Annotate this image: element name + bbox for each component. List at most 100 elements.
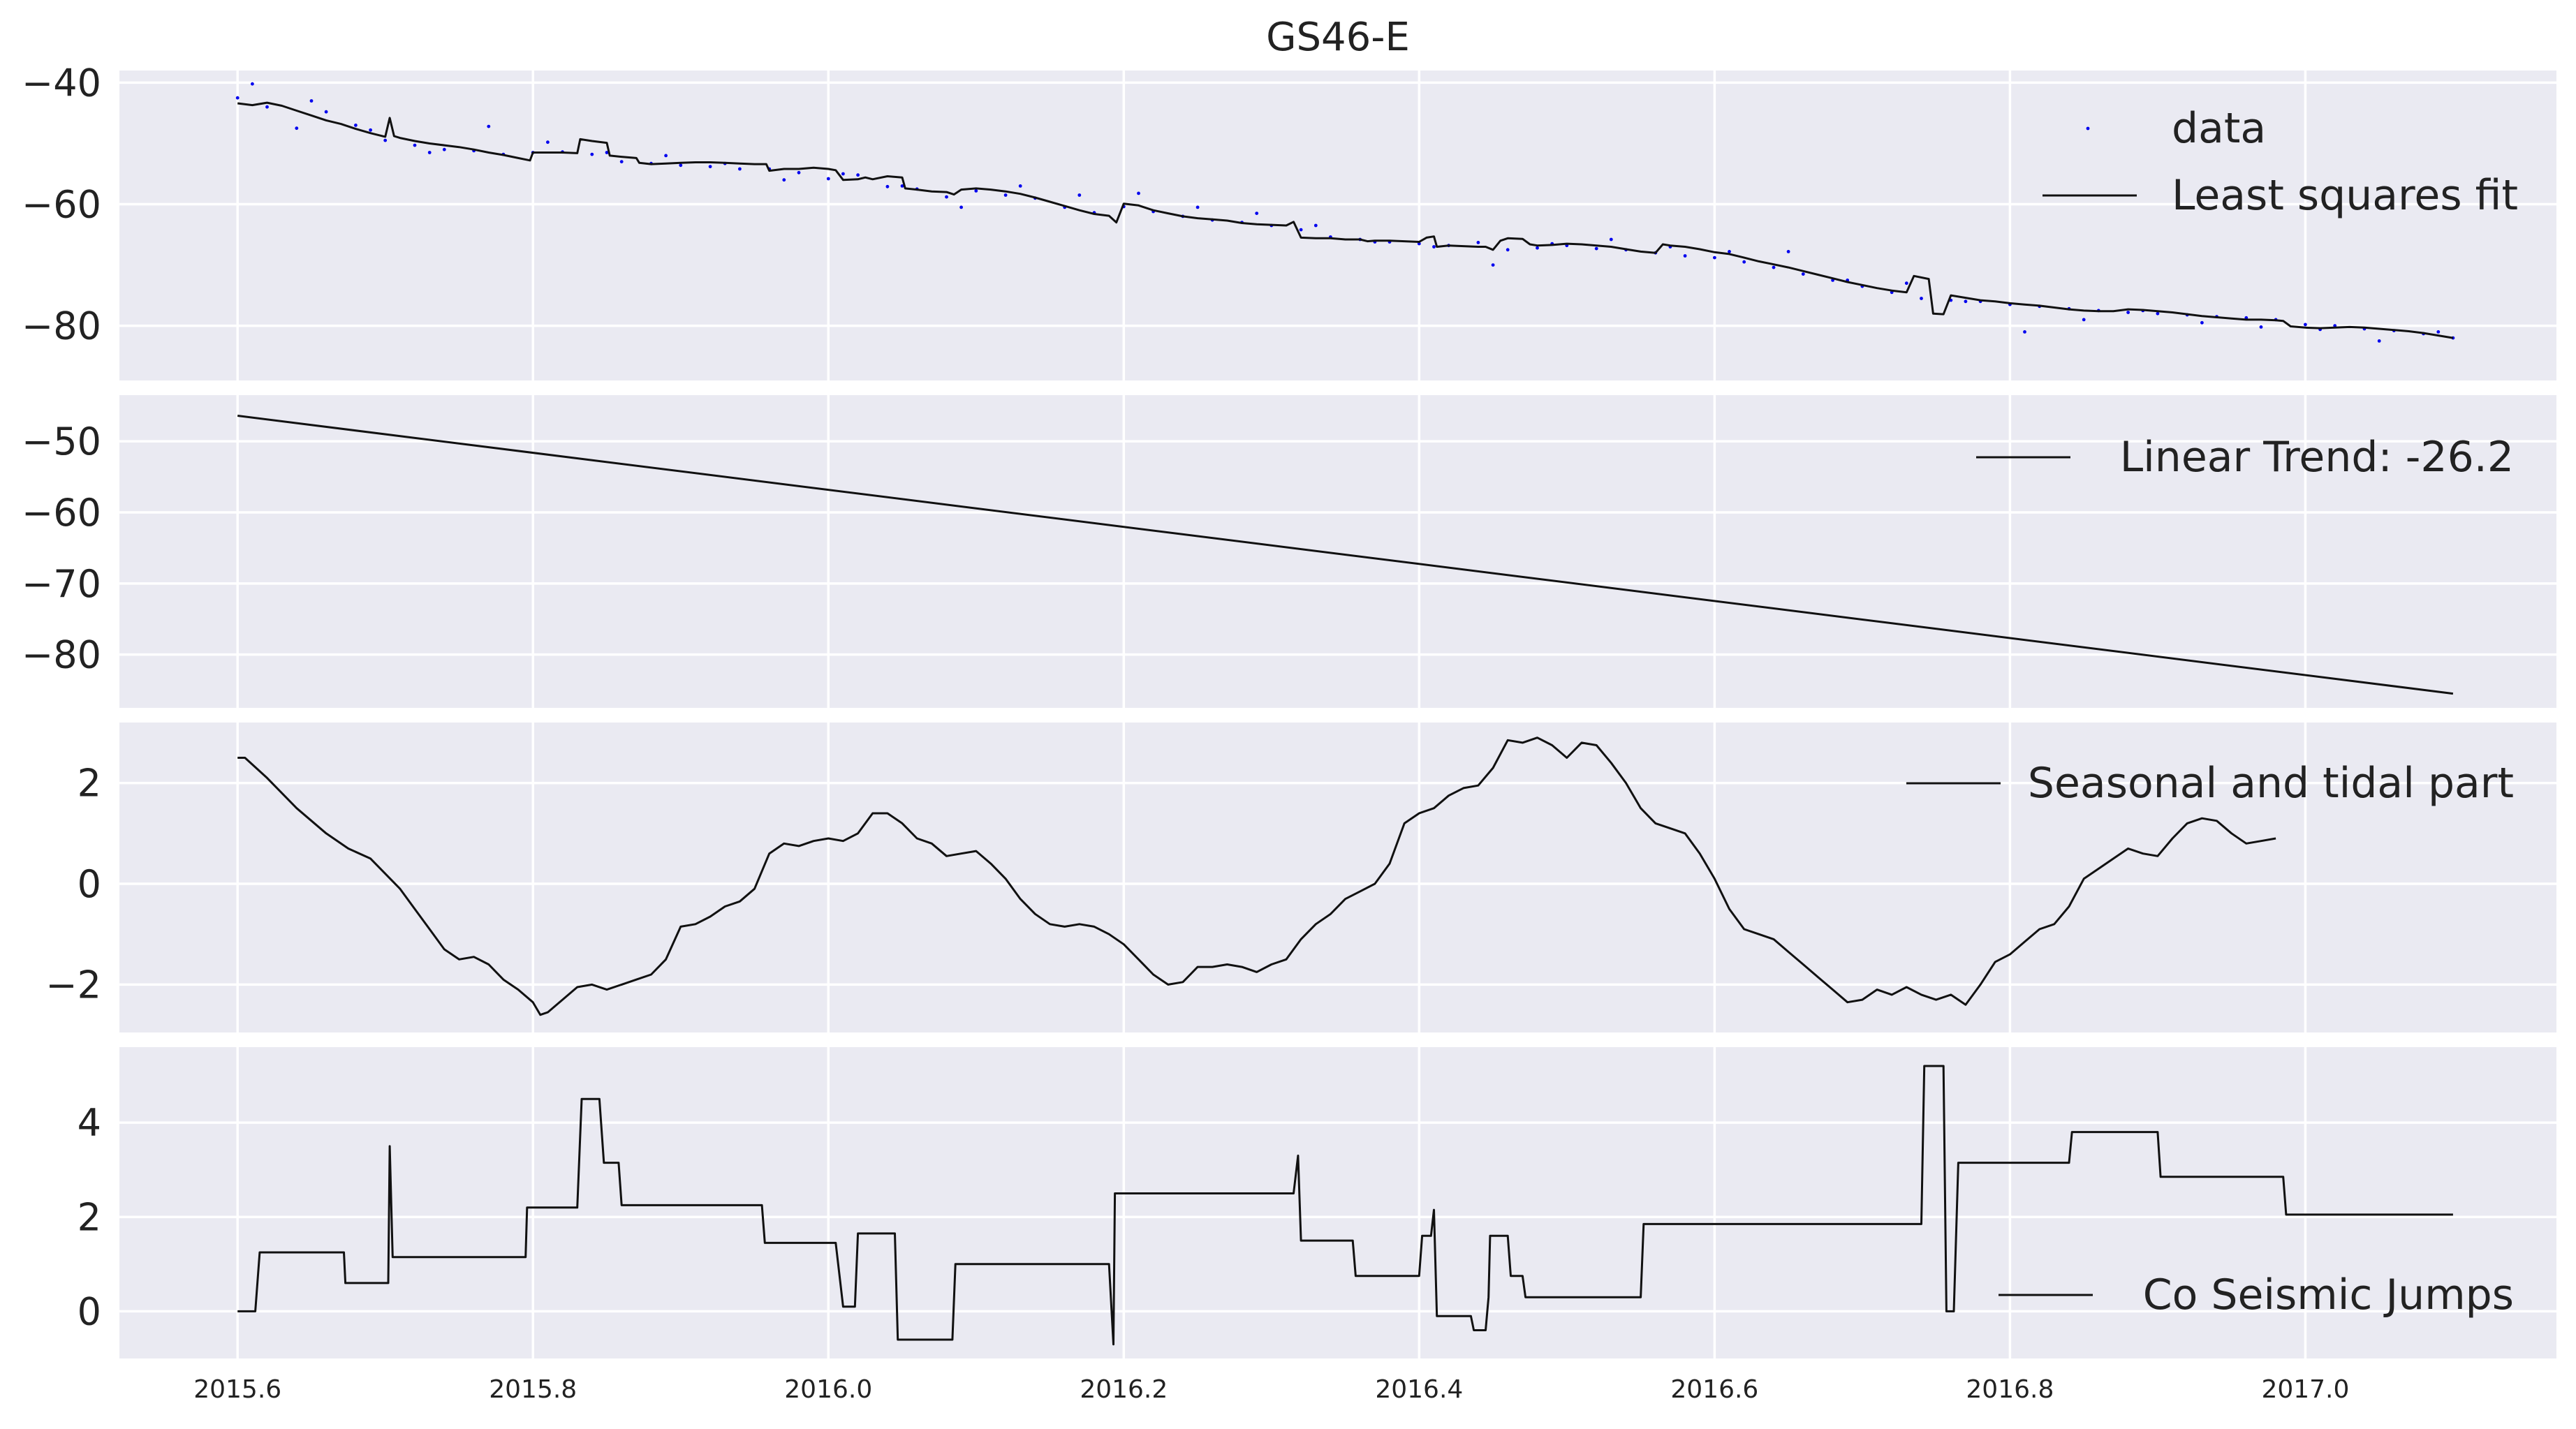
legend-seasonal: Seasonal and tidal part bbox=[1906, 759, 2514, 808]
data-point-92 bbox=[1195, 205, 1200, 209]
ytick-label-fit--60: −60 bbox=[22, 183, 101, 227]
data-point-25 bbox=[974, 189, 978, 193]
data-point-83 bbox=[664, 154, 668, 158]
data-point-16 bbox=[708, 165, 712, 169]
panel-fit-ygrid bbox=[119, 81, 2556, 327]
data-point-102 bbox=[1786, 250, 1790, 253]
xtick-label-2016.8: 2016.8 bbox=[1966, 1375, 2054, 1404]
data-point-91 bbox=[1137, 191, 1140, 195]
data-point-110 bbox=[2259, 325, 2263, 329]
panel-jumps-marks bbox=[237, 1065, 2453, 1346]
panel-fit-xgrid bbox=[236, 71, 2307, 380]
data-point-52 bbox=[1772, 265, 1776, 269]
data-point-85 bbox=[782, 178, 786, 182]
legend-jumps: Co Seismic Jumps bbox=[1999, 1271, 2514, 1319]
panel-fit-marks bbox=[235, 82, 2455, 343]
data-point-5 bbox=[383, 138, 388, 142]
data-point-81 bbox=[546, 140, 550, 145]
data-point-82 bbox=[605, 151, 609, 154]
data-point-12 bbox=[590, 152, 594, 156]
data-point-109 bbox=[2200, 320, 2204, 325]
data-point-80 bbox=[487, 124, 491, 128]
xtick-label-2016.2: 2016.2 bbox=[1080, 1375, 1168, 1404]
data-point-50 bbox=[1713, 256, 1716, 260]
data-point-107 bbox=[2082, 318, 2086, 322]
panel-trend-marks bbox=[237, 415, 2454, 695]
data-point-79 bbox=[427, 151, 432, 154]
data-point-24 bbox=[945, 195, 948, 199]
panel-fit: −40 −60 −80 data Least squares fit bbox=[22, 61, 2556, 380]
panel-jumps-xgrid bbox=[236, 1047, 2307, 1358]
data-point-17 bbox=[738, 167, 742, 171]
data-point-7 bbox=[442, 147, 446, 151]
data-point-46 bbox=[1594, 246, 1598, 251]
data-point-64 bbox=[2126, 311, 2130, 314]
data-point-101 bbox=[1728, 250, 1731, 253]
data-point-104 bbox=[1904, 281, 1908, 286]
data-point-26 bbox=[1003, 193, 1008, 197]
data-point-22 bbox=[885, 184, 890, 188]
data-point-65 bbox=[2156, 311, 2160, 316]
ytick-label-fit--40: −40 bbox=[22, 61, 101, 105]
ytick-label-jumps-4: 4 bbox=[78, 1101, 101, 1145]
data-point-13 bbox=[619, 160, 624, 164]
panel-trend-yticks: −50 −60 −70 −80 bbox=[22, 420, 101, 676]
panel-fit-background bbox=[119, 71, 2556, 380]
data-point-42 bbox=[1476, 241, 1480, 244]
panel-jumps-background bbox=[119, 1047, 2556, 1358]
data-point-87 bbox=[900, 184, 904, 188]
data-point-96 bbox=[1432, 245, 1436, 249]
data-point-105 bbox=[1964, 299, 1968, 304]
series-line-seasonal bbox=[237, 736, 2276, 1016]
legend-trend: Linear Trend: -26.2 bbox=[1976, 433, 2514, 482]
panel-seasonal-marks bbox=[237, 736, 2276, 1016]
ytick-label-trend--70: −70 bbox=[22, 562, 101, 606]
data-point-86 bbox=[841, 172, 845, 176]
data-point-1 bbox=[265, 105, 269, 109]
data-point-43 bbox=[1506, 248, 1510, 252]
chart-title: GS46-E bbox=[1266, 15, 1410, 60]
ytick-label-jumps-2: 2 bbox=[78, 1195, 101, 1239]
ytick-label-fit--80: −80 bbox=[22, 304, 101, 348]
legend-fit: data Least squares fit bbox=[2043, 104, 2518, 220]
data-point-70 bbox=[2304, 323, 2307, 327]
ytick-label-seasonal-2: 2 bbox=[78, 762, 101, 806]
xtick-label-2016.6: 2016.6 bbox=[1670, 1375, 1758, 1404]
data-point-57 bbox=[1920, 297, 1923, 300]
data-point-36 bbox=[1299, 228, 1303, 232]
data-point-2 bbox=[295, 126, 299, 131]
legend-jumps-label: Co Seismic Jumps bbox=[2143, 1271, 2514, 1319]
legend-data-marker bbox=[2086, 126, 2090, 131]
data-point-90 bbox=[1077, 193, 1082, 197]
data-point-6 bbox=[413, 143, 417, 147]
data-point-21 bbox=[856, 173, 860, 177]
series-line-trend bbox=[237, 415, 2454, 695]
data-point-49 bbox=[1683, 254, 1687, 258]
data-point-78 bbox=[369, 128, 372, 132]
xtick-label-2015.8: 2015.8 bbox=[489, 1375, 577, 1404]
data-point-113 bbox=[2436, 330, 2441, 334]
ytick-label-seasonal-0: 0 bbox=[78, 862, 101, 906]
series-line-jumps bbox=[237, 1065, 2453, 1346]
panel-seasonal-background bbox=[119, 723, 2556, 1032]
data-point-106 bbox=[2023, 330, 2026, 334]
panel-jumps-ygrid bbox=[119, 1121, 2556, 1313]
data-point-99 bbox=[1609, 237, 1613, 242]
data-point-44 bbox=[1536, 246, 1539, 250]
data-point-19 bbox=[797, 170, 801, 175]
panel-trend: −50 −60 −70 −80 Linear Trend: -26.2 bbox=[22, 395, 2556, 708]
ytick-label-trend--80: −80 bbox=[22, 633, 101, 677]
xtick-label-2016.0: 2016.0 bbox=[784, 1375, 872, 1404]
ytick-label-seasonal--2: −2 bbox=[45, 963, 101, 1007]
panel-seasonal-yticks: 2 0 −2 bbox=[45, 762, 101, 1007]
data-point-77 bbox=[309, 99, 314, 103]
xtick-label-2016.4: 2016.4 bbox=[1375, 1375, 1463, 1404]
ytick-label-jumps-0: 0 bbox=[78, 1289, 101, 1333]
data-point-97 bbox=[1491, 263, 1495, 267]
data-point-51 bbox=[1742, 260, 1746, 264]
panel-trend-ygrid bbox=[119, 440, 2556, 656]
legend-fit-label: Least squares fit bbox=[2172, 171, 2518, 220]
panel-fit-yticks: −40 −60 −80 bbox=[22, 61, 101, 348]
ytick-label-trend--50: −50 bbox=[22, 420, 101, 464]
x-tick-labels: 2015.6 2015.8 2016.0 2016.2 2016.4 2016.6 2016… bbox=[193, 1375, 2349, 1404]
